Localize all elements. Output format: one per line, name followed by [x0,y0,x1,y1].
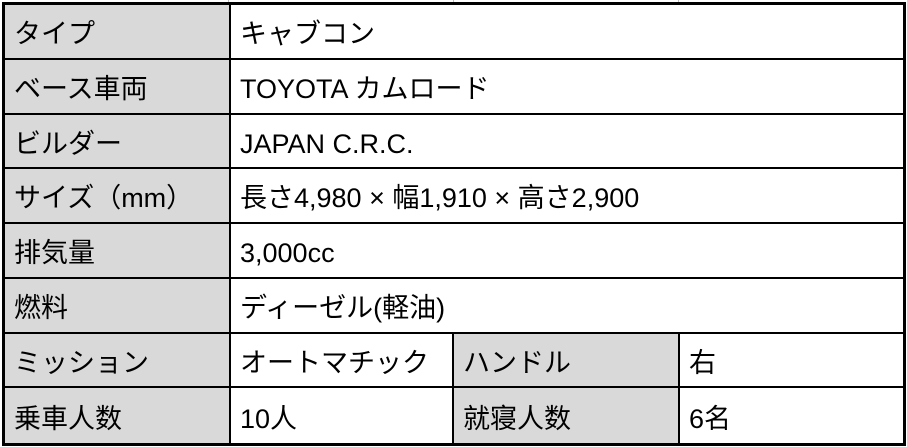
spec-value-steering: 右 [680,333,903,389]
spec-label-type: タイプ [5,5,231,60]
spec-label-base-vehicle: ベース車両 [5,59,231,115]
spec-label-transmission: ミッション [5,333,231,389]
spec-value-type: キャブコン [231,5,903,60]
spec-label-steering: ハンドル [454,333,680,389]
spec-value-displacement: 3,000cc [231,224,903,279]
gridline-stub [228,0,229,3]
spec-value-transmission: オートマチック [231,333,454,389]
spec-value-base-vehicle: TOYOTA カムロード [231,59,903,115]
spec-value-size: 長さ4,980 × 幅1,910 × 高さ2,900 [231,169,903,224]
spec-label-builder: ビルダー [5,114,231,170]
spec-label-sleeping-capacity: 就寝人数 [454,388,680,443]
spec-value-sleeping-capacity: 6名 [680,388,903,443]
spec-label-displacement: 排気量 [5,224,231,279]
spec-value-builder: JAPAN C.R.C. [231,114,903,170]
spec-label-fuel: 燃料 [5,278,231,334]
spec-value-passenger-capacity: 10人 [231,388,454,443]
gridline-stub [678,0,679,3]
gridline-stub [453,0,454,3]
spec-value-fuel: ディーゼル(軽油) [231,278,903,334]
spec-label-passenger-capacity: 乗車人数 [5,388,231,443]
spec-label-size: サイズ（mm） [5,169,231,224]
